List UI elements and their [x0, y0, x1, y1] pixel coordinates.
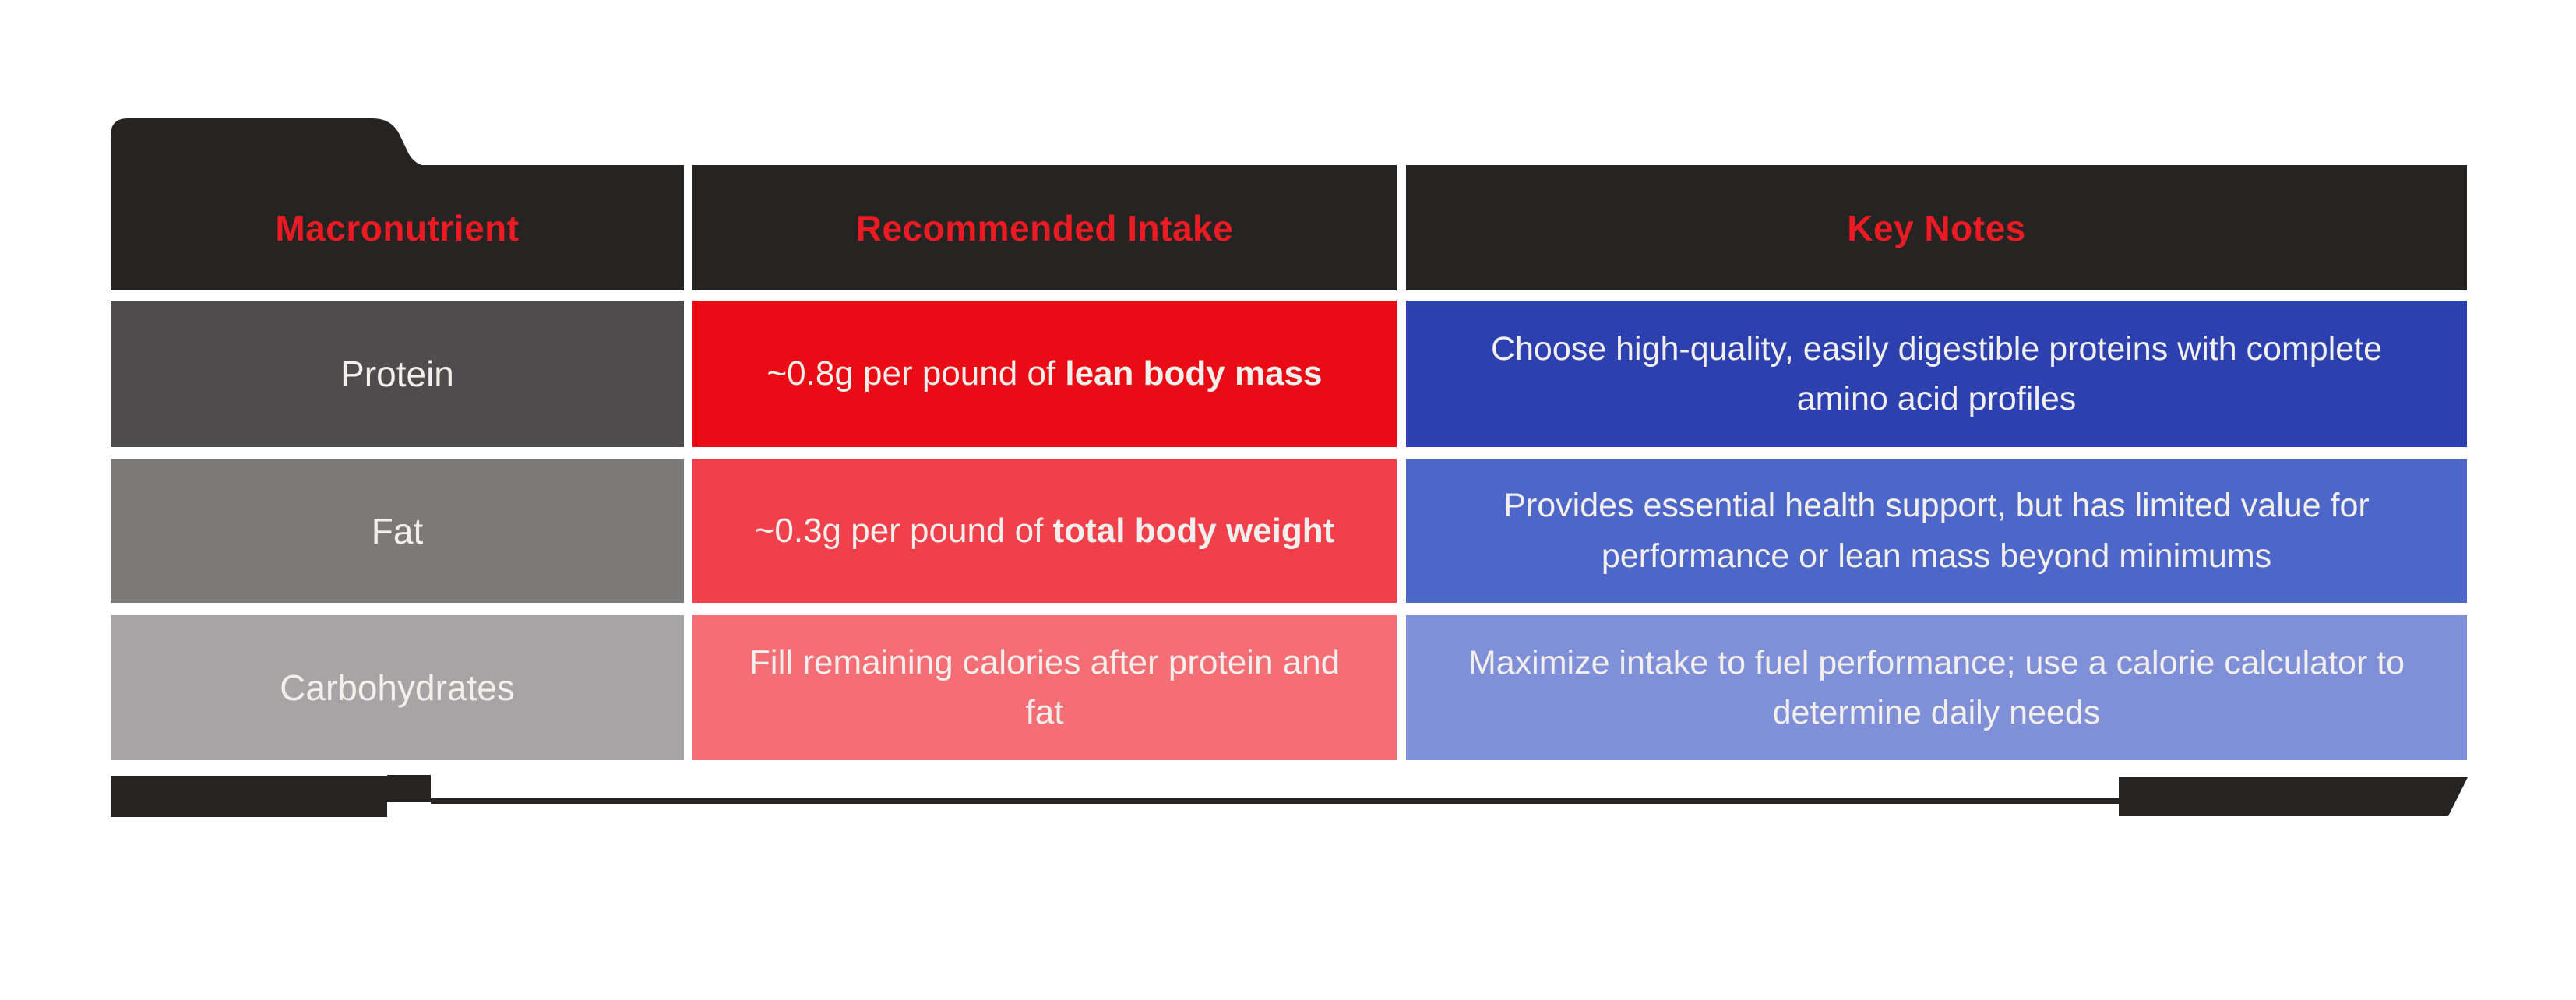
folder-tab-shape	[111, 118, 432, 167]
cell-carbohydrates-name: Carbohydrates	[111, 615, 684, 760]
column-header-macronutrient: Macronutrient	[111, 165, 684, 290]
cell-carbohydrates-intake: Fill remaining calories after protein an…	[692, 615, 1397, 760]
intake-prefix: Fill remaining calories after protein an…	[749, 643, 1341, 731]
notes-text: Choose high-quality, easily digestible p…	[1490, 329, 2383, 418]
intake-bold: lean body mass	[1065, 354, 1323, 393]
bottom-bar-left-block-step	[387, 775, 431, 802]
macronutrient-label: Protein	[340, 354, 454, 394]
macronutrient-label: Fat	[371, 510, 424, 551]
column-header-label: Recommended Intake	[855, 207, 1234, 248]
cell-fat-name: Fat	[111, 459, 684, 603]
macronutrient-label: Carbohydrates	[280, 667, 515, 708]
notes-text: Provides essential health support, but h…	[1503, 487, 2370, 575]
cell-carbohydrates-notes: Maximize intake to fuel performance; use…	[1406, 615, 2467, 760]
cell-protein-intake: ~0.8g per pound of lean body mass	[692, 301, 1397, 447]
intake-text: ~0.8g per pound of lean body mass	[766, 349, 1322, 399]
intake-bold: total body weight	[1052, 511, 1335, 550]
column-header-label: Macronutrient	[275, 207, 520, 248]
intake-text: Fill remaining calories after protein an…	[738, 638, 1351, 738]
cell-fat-notes: Provides essential health support, but h…	[1406, 459, 2467, 603]
column-header-key-notes: Key Notes	[1406, 165, 2467, 290]
column-header-label: Key Notes	[1847, 207, 2026, 248]
bottom-bar-right-slanted-block	[2119, 777, 2468, 816]
cell-fat-intake: ~0.3g per pound of total body weight	[692, 459, 1397, 603]
intake-text: ~0.3g per pound of total body weight	[755, 506, 1335, 556]
bottom-bar-track-line	[431, 798, 2119, 804]
bottom-bar-left-block	[111, 776, 387, 817]
intake-prefix: ~0.3g per pound of	[754, 511, 1053, 550]
cell-protein-name: Protein	[111, 301, 684, 447]
intake-prefix: ~0.8g per pound of	[766, 354, 1066, 393]
folder-tab-path	[111, 118, 432, 167]
notes-text: Maximize intake to fuel performance; use…	[1468, 643, 2405, 732]
cell-protein-notes: Choose high-quality, easily digestible p…	[1406, 301, 2467, 447]
column-header-recommended-intake: Recommended Intake	[692, 165, 1397, 290]
